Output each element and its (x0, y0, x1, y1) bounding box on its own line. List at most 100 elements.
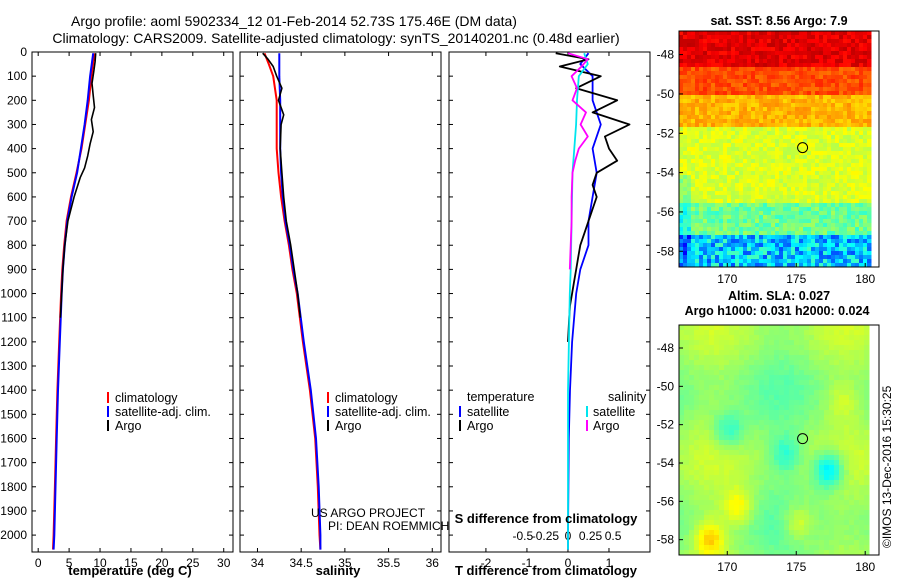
sst-cell (855, 243, 860, 248)
sst-cell (847, 239, 852, 244)
sla-cell (854, 505, 860, 511)
sst-cell (755, 175, 760, 180)
sst-cell (747, 251, 752, 256)
sst-cell (791, 123, 796, 128)
sla-cell (694, 515, 700, 521)
sst-cell (763, 195, 768, 200)
sst-cell (683, 79, 688, 84)
sst-cell (719, 239, 724, 244)
sst-cell (811, 71, 816, 76)
sla-cell (724, 500, 730, 506)
sst-cell (719, 55, 724, 60)
sst-cell (695, 67, 700, 72)
sla-cell (849, 390, 855, 396)
sla-cell (744, 480, 750, 486)
sst-cell (775, 223, 780, 228)
sla-cell (849, 460, 855, 466)
sst-cell (795, 219, 800, 224)
sla-cell (729, 460, 735, 466)
sla-cell (729, 550, 735, 555)
sla-cell (744, 465, 750, 471)
sla-cell (784, 355, 790, 361)
sla-cell (684, 365, 690, 371)
sla-cell (824, 380, 830, 386)
sst-cell (811, 191, 816, 196)
sla-cell (804, 375, 810, 381)
sst-cell (691, 39, 696, 44)
sla-cell (774, 345, 780, 351)
sst-cell (695, 51, 700, 56)
sla-cell (859, 450, 865, 456)
sst-cell (719, 163, 724, 168)
sst-cell (835, 187, 840, 192)
sst-cell (779, 227, 784, 232)
sla-cell (749, 465, 755, 471)
sst-cell (739, 243, 744, 248)
sst-cell (683, 235, 688, 240)
sst-cell (707, 159, 712, 164)
sst-cell (835, 51, 840, 56)
sla-cell (779, 380, 785, 386)
sla-cell (679, 475, 685, 481)
sla-cell (684, 425, 690, 431)
sla-cell (739, 535, 745, 541)
sla-cell (749, 540, 755, 546)
sst-cell (807, 35, 812, 40)
sla-cell (689, 355, 695, 361)
sla-cell (744, 485, 750, 491)
sst-cell (743, 207, 748, 212)
sla-cell (789, 415, 795, 421)
sla-cell (709, 445, 715, 451)
sst-cell (803, 263, 808, 267)
sst-cell (703, 195, 708, 200)
sla-cell (704, 525, 710, 531)
sst-cell (747, 235, 752, 240)
sst-cell (759, 243, 764, 248)
sst-cell (751, 95, 756, 100)
sst-cell (771, 151, 776, 156)
sla-cell (809, 505, 815, 511)
sst-cell (831, 187, 836, 192)
sst-cell (767, 135, 772, 140)
sla-cell (734, 495, 740, 501)
sst-cell (767, 187, 772, 192)
sla-cell (799, 525, 805, 531)
sst-cell (815, 231, 820, 236)
sst-cell (707, 115, 712, 120)
sst-cell (859, 191, 864, 196)
sla-cell (729, 365, 735, 371)
sst-cell (823, 239, 828, 244)
sst-cell (783, 111, 788, 116)
sst-cell (855, 87, 860, 92)
sst-cell (831, 179, 836, 184)
sst-cell (855, 107, 860, 112)
sst-cell (787, 183, 792, 188)
sla-cell (824, 545, 830, 551)
sla-cell (719, 440, 725, 446)
sst-cell (819, 119, 824, 124)
sst-cell (743, 139, 748, 144)
sla-cell (794, 360, 800, 366)
sst-cell (679, 47, 684, 52)
sla-cell (809, 435, 815, 441)
sst-cell (807, 243, 812, 248)
sla-cell (724, 435, 730, 441)
sla-cell (694, 410, 700, 416)
sla-cell (844, 370, 850, 376)
sst-cell (803, 71, 808, 76)
sst-cell (867, 135, 872, 140)
sst-cell (831, 159, 836, 164)
sla-cell (819, 525, 825, 531)
sla-cell (809, 450, 815, 456)
sst-cell (715, 47, 720, 52)
sst-cell (723, 83, 728, 88)
sst-cell (847, 215, 852, 220)
sst-cell (863, 251, 868, 256)
sla-cell (729, 440, 735, 446)
sst-cell (779, 75, 784, 80)
sst-cell (807, 147, 812, 152)
sst-cell (743, 55, 748, 60)
sst-cell (727, 115, 732, 120)
sla-cell (709, 500, 715, 506)
sst-cell (855, 187, 860, 192)
